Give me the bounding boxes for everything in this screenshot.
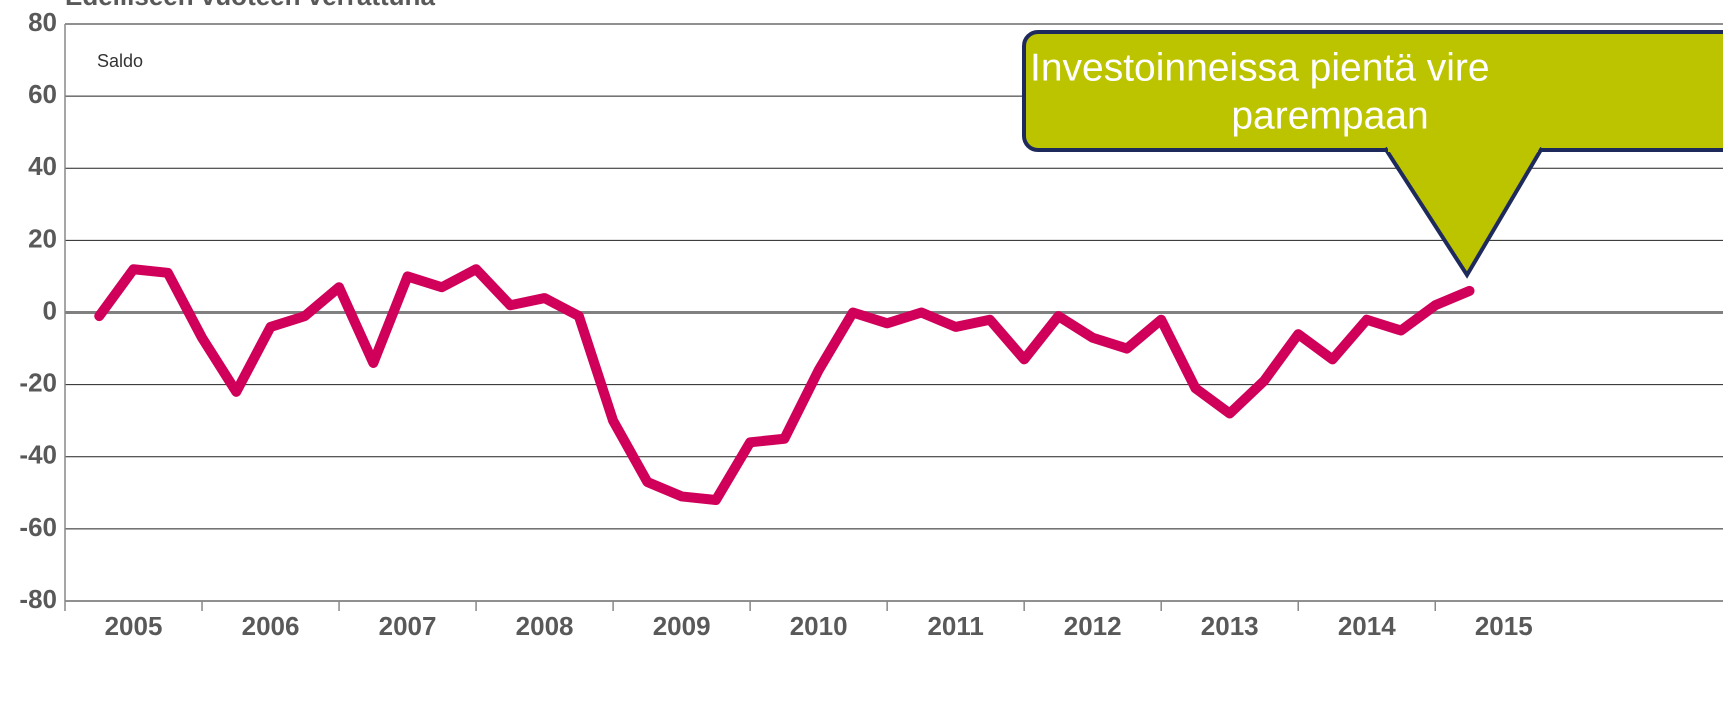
y-tick-label: 0 — [43, 295, 57, 325]
y-tick-label: -80 — [19, 584, 57, 614]
x-tick-label: 2008 — [516, 611, 574, 641]
y-tick-label: 60 — [28, 79, 57, 109]
y-tick-label: -40 — [19, 440, 57, 470]
x-tick-label: 2015 — [1475, 611, 1533, 641]
callout-text: Investoinneissa pientä vire — [1030, 46, 1490, 89]
x-tick-label: 2011 — [927, 611, 983, 641]
x-tick-label: 2009 — [653, 611, 711, 641]
y-tick-label: -60 — [19, 512, 57, 542]
y-label: Saldo — [97, 51, 143, 71]
callout-text: parempaan — [1231, 94, 1428, 137]
data-line — [94, 264, 1475, 506]
callout-pointer — [1383, 146, 1544, 279]
x-tick-label: 2012 — [1064, 611, 1122, 641]
x-tick-label: 2010 — [790, 611, 848, 641]
x-tick-label: 2013 — [1201, 611, 1259, 641]
x-tick-label: 2006 — [242, 611, 300, 641]
x-tick-label: 2014 — [1338, 611, 1396, 641]
x-tick-label: 2007 — [379, 611, 437, 641]
y-tick-label: 20 — [28, 223, 57, 253]
y-tick-label: 80 — [28, 7, 57, 37]
y-tick-label: -20 — [19, 368, 57, 398]
callout-cover — [1388, 140, 1538, 152]
chart-title: Edelliseen vuoteen verrattuna — [65, 0, 435, 11]
x-tick-label: 2005 — [105, 611, 163, 641]
y-tick-label: 40 — [28, 151, 57, 181]
